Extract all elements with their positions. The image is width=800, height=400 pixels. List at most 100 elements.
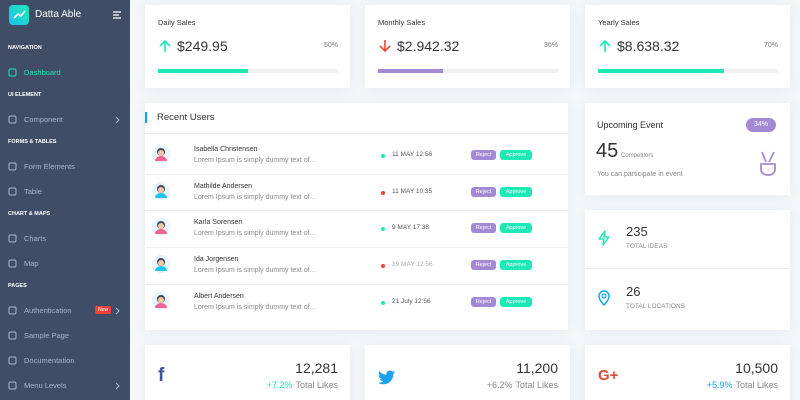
nav-item[interactable]: Sample Page <box>0 328 130 344</box>
avatar <box>152 255 170 274</box>
nav-icon <box>8 234 17 243</box>
user-name: Isabella Christensen <box>194 146 258 153</box>
event-card: Upcoming Event 34% 45 Competitors You can pa… <box>585 103 790 195</box>
nav-badge: New <box>95 306 112 314</box>
chevron <box>115 382 121 390</box>
brand: Datta Able <box>35 9 82 20</box>
social-sub: +6.2% Total Likes <box>487 380 558 390</box>
avatar <box>152 181 170 200</box>
progress-track <box>598 69 778 73</box>
reject-button[interactable]: Reject <box>471 260 496 271</box>
approve-button[interactable]: Approve <box>500 296 532 307</box>
social-card: G+ 10,500 +5.9% Total Likes <box>585 345 790 400</box>
nav-item[interactable]: Dashboard <box>0 65 130 81</box>
nav-icon <box>8 162 17 171</box>
approve-button[interactable]: Approve <box>500 260 532 271</box>
user-date: 19 MAY 12:56 <box>392 261 433 269</box>
user-row: Mathilde Andersen Lorem Ipsum is simply d… <box>145 173 568 210</box>
avatar <box>152 145 170 163</box>
nav-item[interactable]: Map <box>0 256 130 272</box>
user-text: Lorem Ipsum is simply dummy text of… <box>194 157 317 164</box>
approve-button[interactable]: Approve <box>500 150 532 160</box>
sales-percent: 36% <box>543 42 558 49</box>
trend-arrow <box>159 39 171 53</box>
row-divider <box>145 283 568 285</box>
sales-card: Daily Sales $249.95 50% <box>145 5 350 88</box>
nav-section: UI ELEMENT <box>8 92 42 98</box>
progress-track <box>158 69 338 73</box>
user-date: 9 MAY 17:38 <box>392 224 429 232</box>
nav-item[interactable]: Form Elements <box>0 159 130 175</box>
social-value: 10,500 <box>735 360 778 376</box>
nav-icon <box>8 381 17 390</box>
nav-item[interactable]: Documentation <box>0 353 130 369</box>
user-name: Albert Andersen <box>194 292 244 300</box>
reject-button[interactable]: Reject <box>471 296 496 307</box>
recent-users-card: Recent Users Isabella Christensen Lorem Ip… <box>145 103 568 330</box>
progress-bar <box>378 69 443 73</box>
nav-item[interactable]: Charts <box>0 231 130 247</box>
menu-toggle[interactable] <box>112 10 122 20</box>
approve-button[interactable]: Approve <box>500 186 532 197</box>
nav-icon <box>8 187 17 196</box>
event-text: You can participate in event <box>597 171 683 178</box>
reject-button[interactable]: Reject <box>471 223 496 234</box>
nav-label: Sample Page <box>24 331 70 340</box>
avatar <box>152 218 170 237</box>
progress-bar <box>598 69 724 73</box>
status-dot <box>381 264 385 269</box>
social-value: 12,281 <box>295 360 338 376</box>
social-icon <box>378 370 396 385</box>
nav-label: Documentation <box>24 356 75 365</box>
row-divider <box>145 210 568 212</box>
nav-section: PAGES <box>8 283 27 289</box>
reject-button[interactable]: Reject <box>471 150 496 160</box>
user-name: Karla Sorensen <box>194 219 243 227</box>
nav-label: Form Elements <box>24 162 75 171</box>
approve-button[interactable]: Approve <box>500 223 532 234</box>
sales-percent: 50% <box>323 42 338 49</box>
event-count-label: Competitors <box>621 153 654 159</box>
nav-label: Map <box>24 259 39 268</box>
nav-icon <box>8 306 17 315</box>
stat-value: 235 <box>626 224 648 239</box>
nav-item[interactable]: Menu Levels <box>0 378 130 394</box>
sales-value: $8.638.32 <box>617 38 680 54</box>
social-label: Total Likes <box>515 380 558 390</box>
user-text: Lorem Ipsum is simply dummy text of… <box>194 193 317 201</box>
reject-button[interactable]: Reject <box>471 186 496 197</box>
sales-value: $2.942.32 <box>397 38 460 54</box>
row-divider <box>145 247 568 249</box>
social-card: 11,200 +6.2% Total Likes <box>365 345 570 400</box>
trend-arrow <box>379 39 391 53</box>
user-date: 11 MAY 10:35 <box>392 187 433 195</box>
social-sub: +5.9% Total Likes <box>707 380 778 390</box>
user-row: Isabella Christensen Lorem Ipsum is simpl… <box>145 137 568 173</box>
social-label: Total Likes <box>735 380 778 390</box>
nav-section: CHART & MAPS <box>8 211 51 217</box>
social-icon: f <box>158 365 165 386</box>
nav-label: Component <box>24 115 63 124</box>
card-title: Recent Users <box>157 112 215 123</box>
sales-title: Yearly Sales <box>598 18 640 27</box>
nav-icon <box>8 68 17 77</box>
stat-label: TOTAL IDEAS <box>626 243 668 250</box>
nav-item[interactable]: Table <box>0 184 130 200</box>
stats-card: 235 TOTAL IDEAS 26 TOTAL LOCATIONS <box>585 210 790 330</box>
social-icon: G+ <box>598 367 619 384</box>
trend-arrow <box>599 39 611 53</box>
row-divider <box>145 173 568 175</box>
sales-value: $249.95 <box>177 38 228 54</box>
nav-label: Charts <box>24 234 47 243</box>
social-label: Total Likes <box>295 380 338 390</box>
stat-icon <box>597 230 611 246</box>
user-row: Albert Andersen Lorem Ipsum is simply dum… <box>145 283 568 320</box>
divider <box>585 268 790 269</box>
user-name: Ida Jorgensen <box>194 256 239 264</box>
progress-bar <box>158 69 248 73</box>
nav-item[interactable]: Component <box>0 112 130 128</box>
nav-item[interactable]: Authentication New <box>0 303 130 319</box>
divider <box>145 133 568 134</box>
user-text: Lorem Ipsum is simply dummy text of… <box>194 303 317 311</box>
